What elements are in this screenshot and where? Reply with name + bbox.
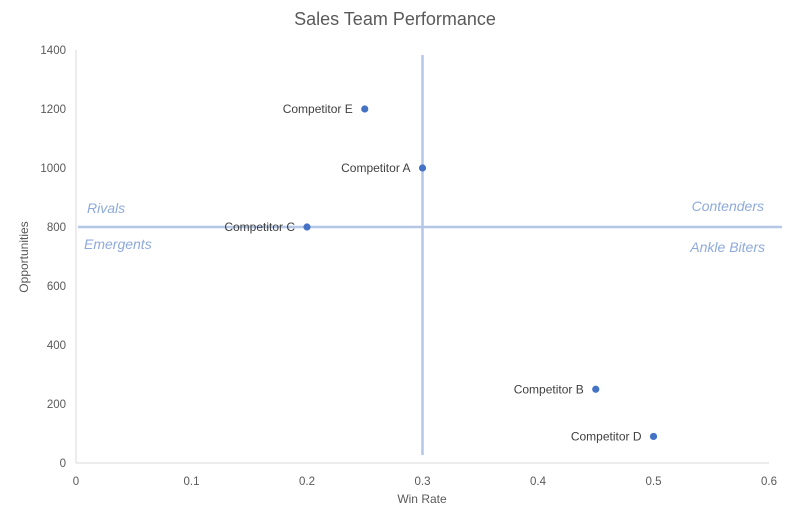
x-tick-label: 0: [73, 476, 79, 488]
quadrant-label-ankle-biters: Ankle Biters: [689, 239, 765, 255]
data-point-marker: [418, 164, 427, 172]
x-tick-label: 0.1: [184, 476, 200, 488]
x-tick-label: 0.5: [646, 476, 662, 488]
y-tick-label: 1400: [40, 45, 66, 57]
data-point-label: Competitor B: [514, 382, 584, 396]
chart-title: Sales Team Performance: [294, 9, 496, 29]
quadrant-label-emergents: Emergents: [84, 236, 152, 252]
data-point-marker: [361, 105, 369, 113]
data-point-marker: [303, 223, 311, 231]
x-axis-ticks: 0 0.1 0.2 0.3 0.4 0.5 0.6: [73, 476, 777, 488]
data-point-marker: [649, 432, 658, 441]
y-tick-label: 0: [60, 458, 66, 470]
quadrant-label-contenders: Contenders: [692, 198, 764, 214]
quadrant-label-rivals: Rivals: [87, 200, 125, 216]
y-tick-label: 200: [47, 399, 66, 411]
data-point-label: Competitor C: [224, 220, 295, 234]
data-point-label: Competitor A: [341, 161, 410, 175]
quadrant-lines: [78, 55, 782, 455]
data-point-label: Competitor E: [283, 102, 353, 116]
y-tick-label: 600: [47, 281, 66, 293]
x-axis-title: Win Rate: [397, 492, 447, 506]
y-tick-label: 400: [47, 340, 66, 352]
data-point-marker: [592, 385, 600, 393]
x-tick-label: 0.6: [761, 476, 777, 488]
y-tick-label: 1200: [40, 104, 66, 116]
x-tick-label: 0.3: [415, 476, 431, 488]
x-tick-label: 0.4: [530, 476, 547, 488]
data-point-label: Competitor D: [571, 429, 642, 443]
x-tick-label: 0.2: [299, 476, 315, 488]
y-axis-title: Opportunities: [17, 221, 31, 292]
y-tick-label: 1000: [40, 163, 66, 175]
y-axis-ticks: 0 200 400 600 800 1000 1200 1400: [40, 45, 66, 470]
data-points: Competitor A Competitor B Competitor C Comp…: [224, 102, 658, 443]
y-tick-label: 800: [47, 222, 66, 234]
